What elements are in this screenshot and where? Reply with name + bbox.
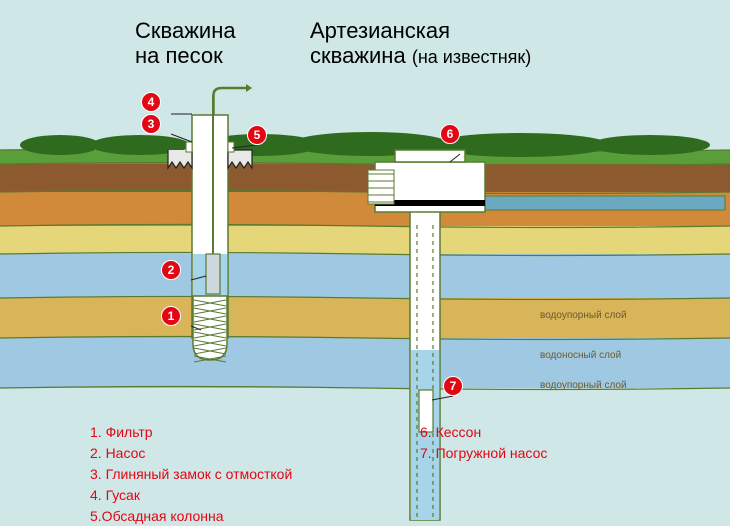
bush — [20, 135, 100, 155]
bush — [590, 135, 710, 155]
title-left-line1: Скважина — [135, 18, 236, 43]
badge-2: 2 — [161, 260, 181, 280]
legend-item: 5.Обсадная колонна — [90, 506, 292, 527]
badge-6: 6 — [440, 124, 460, 144]
sand-pump — [206, 254, 220, 294]
legend-item: 3. Глиняный замок с отмосткой — [90, 464, 292, 485]
legend-item: 7. Погружной насос — [420, 443, 547, 464]
caisson-outlet — [485, 196, 725, 210]
title-right-line2b: (на известняк) — [412, 47, 531, 67]
caisson-hatch — [368, 170, 394, 204]
legend-item: 6. Кессон — [420, 422, 547, 443]
layer-label: водоупорный слой — [540, 380, 627, 391]
layer-water-upper — [0, 254, 730, 298]
badge-5: 5 — [247, 125, 267, 145]
legend-left: 1. Фильтр2. Насос3. Глиняный замок с отм… — [90, 422, 292, 527]
legend-item: 2. Насос — [90, 443, 292, 464]
title-left-line2: на песок — [135, 43, 223, 68]
title-right-line1: Артезианская — [310, 18, 450, 43]
layer-soil-dark — [0, 164, 730, 192]
badge-3: 3 — [141, 114, 161, 134]
title-right: Артезианская скважина (на известняк) — [310, 18, 531, 69]
title-left: Скважина на песок — [135, 18, 236, 69]
badge-1: 1 — [161, 306, 181, 326]
title-right-line2a: скважина — [310, 43, 406, 68]
layer-label: водоносный слой — [540, 350, 621, 361]
legend-item: 1. Фильтр — [90, 422, 292, 443]
legend-item: 4. Гусак — [90, 485, 292, 506]
layer-soil-yellow — [0, 226, 730, 254]
badge-7: 7 — [443, 376, 463, 396]
caisson-lid — [395, 150, 465, 162]
legend-right: 6. Кессон7. Погружной насос — [420, 422, 547, 464]
layer-label: водоупорный слой — [540, 310, 627, 321]
badge-4: 4 — [141, 92, 161, 112]
